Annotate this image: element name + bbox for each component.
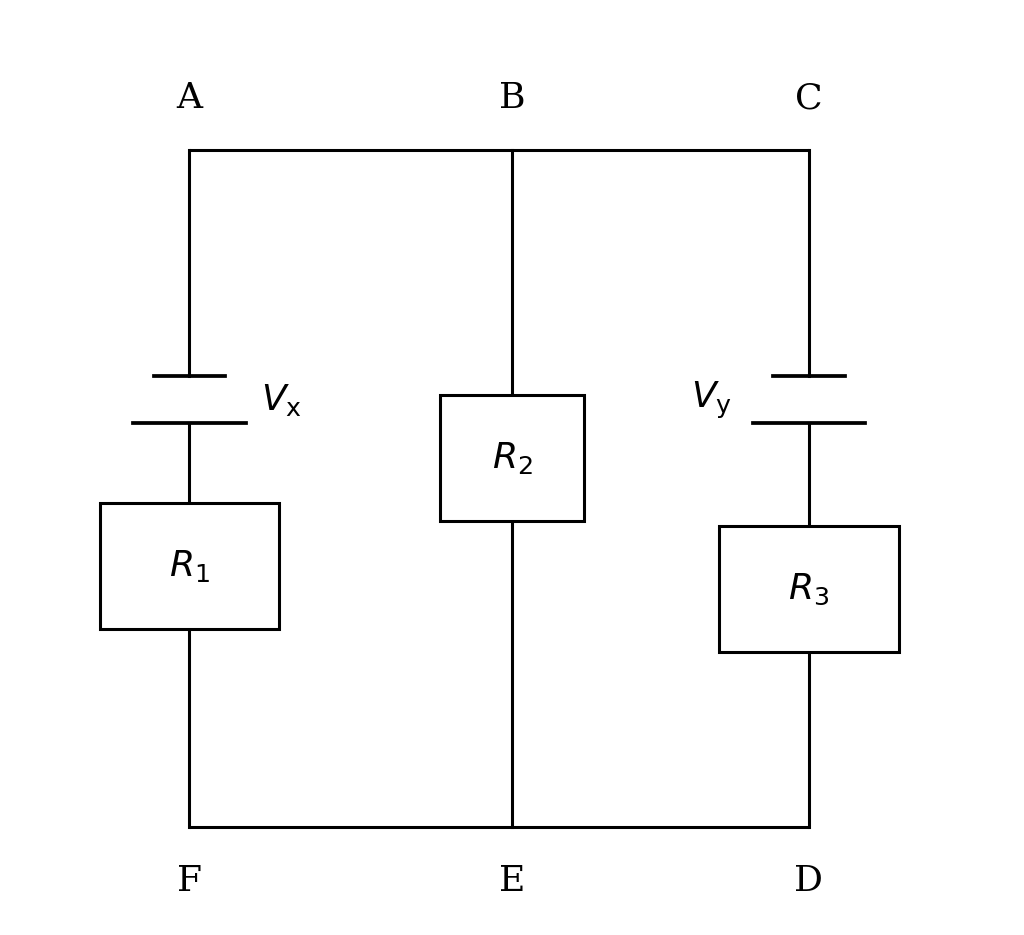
Text: D: D — [795, 864, 823, 898]
Bar — [440, 395, 584, 522]
Text: A: A — [176, 81, 203, 115]
Text: $R_2$: $R_2$ — [492, 440, 532, 476]
Text: C: C — [796, 81, 822, 115]
Bar — [100, 502, 279, 628]
Text: $\mathit{V}_\mathrm{y}$: $\mathit{V}_\mathrm{y}$ — [691, 380, 732, 421]
Bar — [719, 525, 899, 653]
Text: B: B — [499, 81, 525, 115]
Text: F: F — [177, 864, 202, 898]
Text: $R_1$: $R_1$ — [169, 548, 210, 583]
Text: $\mathit{V}_\mathrm{x}$: $\mathit{V}_\mathrm{x}$ — [261, 382, 302, 418]
Text: $R_3$: $R_3$ — [788, 571, 829, 607]
Text: E: E — [499, 864, 525, 898]
